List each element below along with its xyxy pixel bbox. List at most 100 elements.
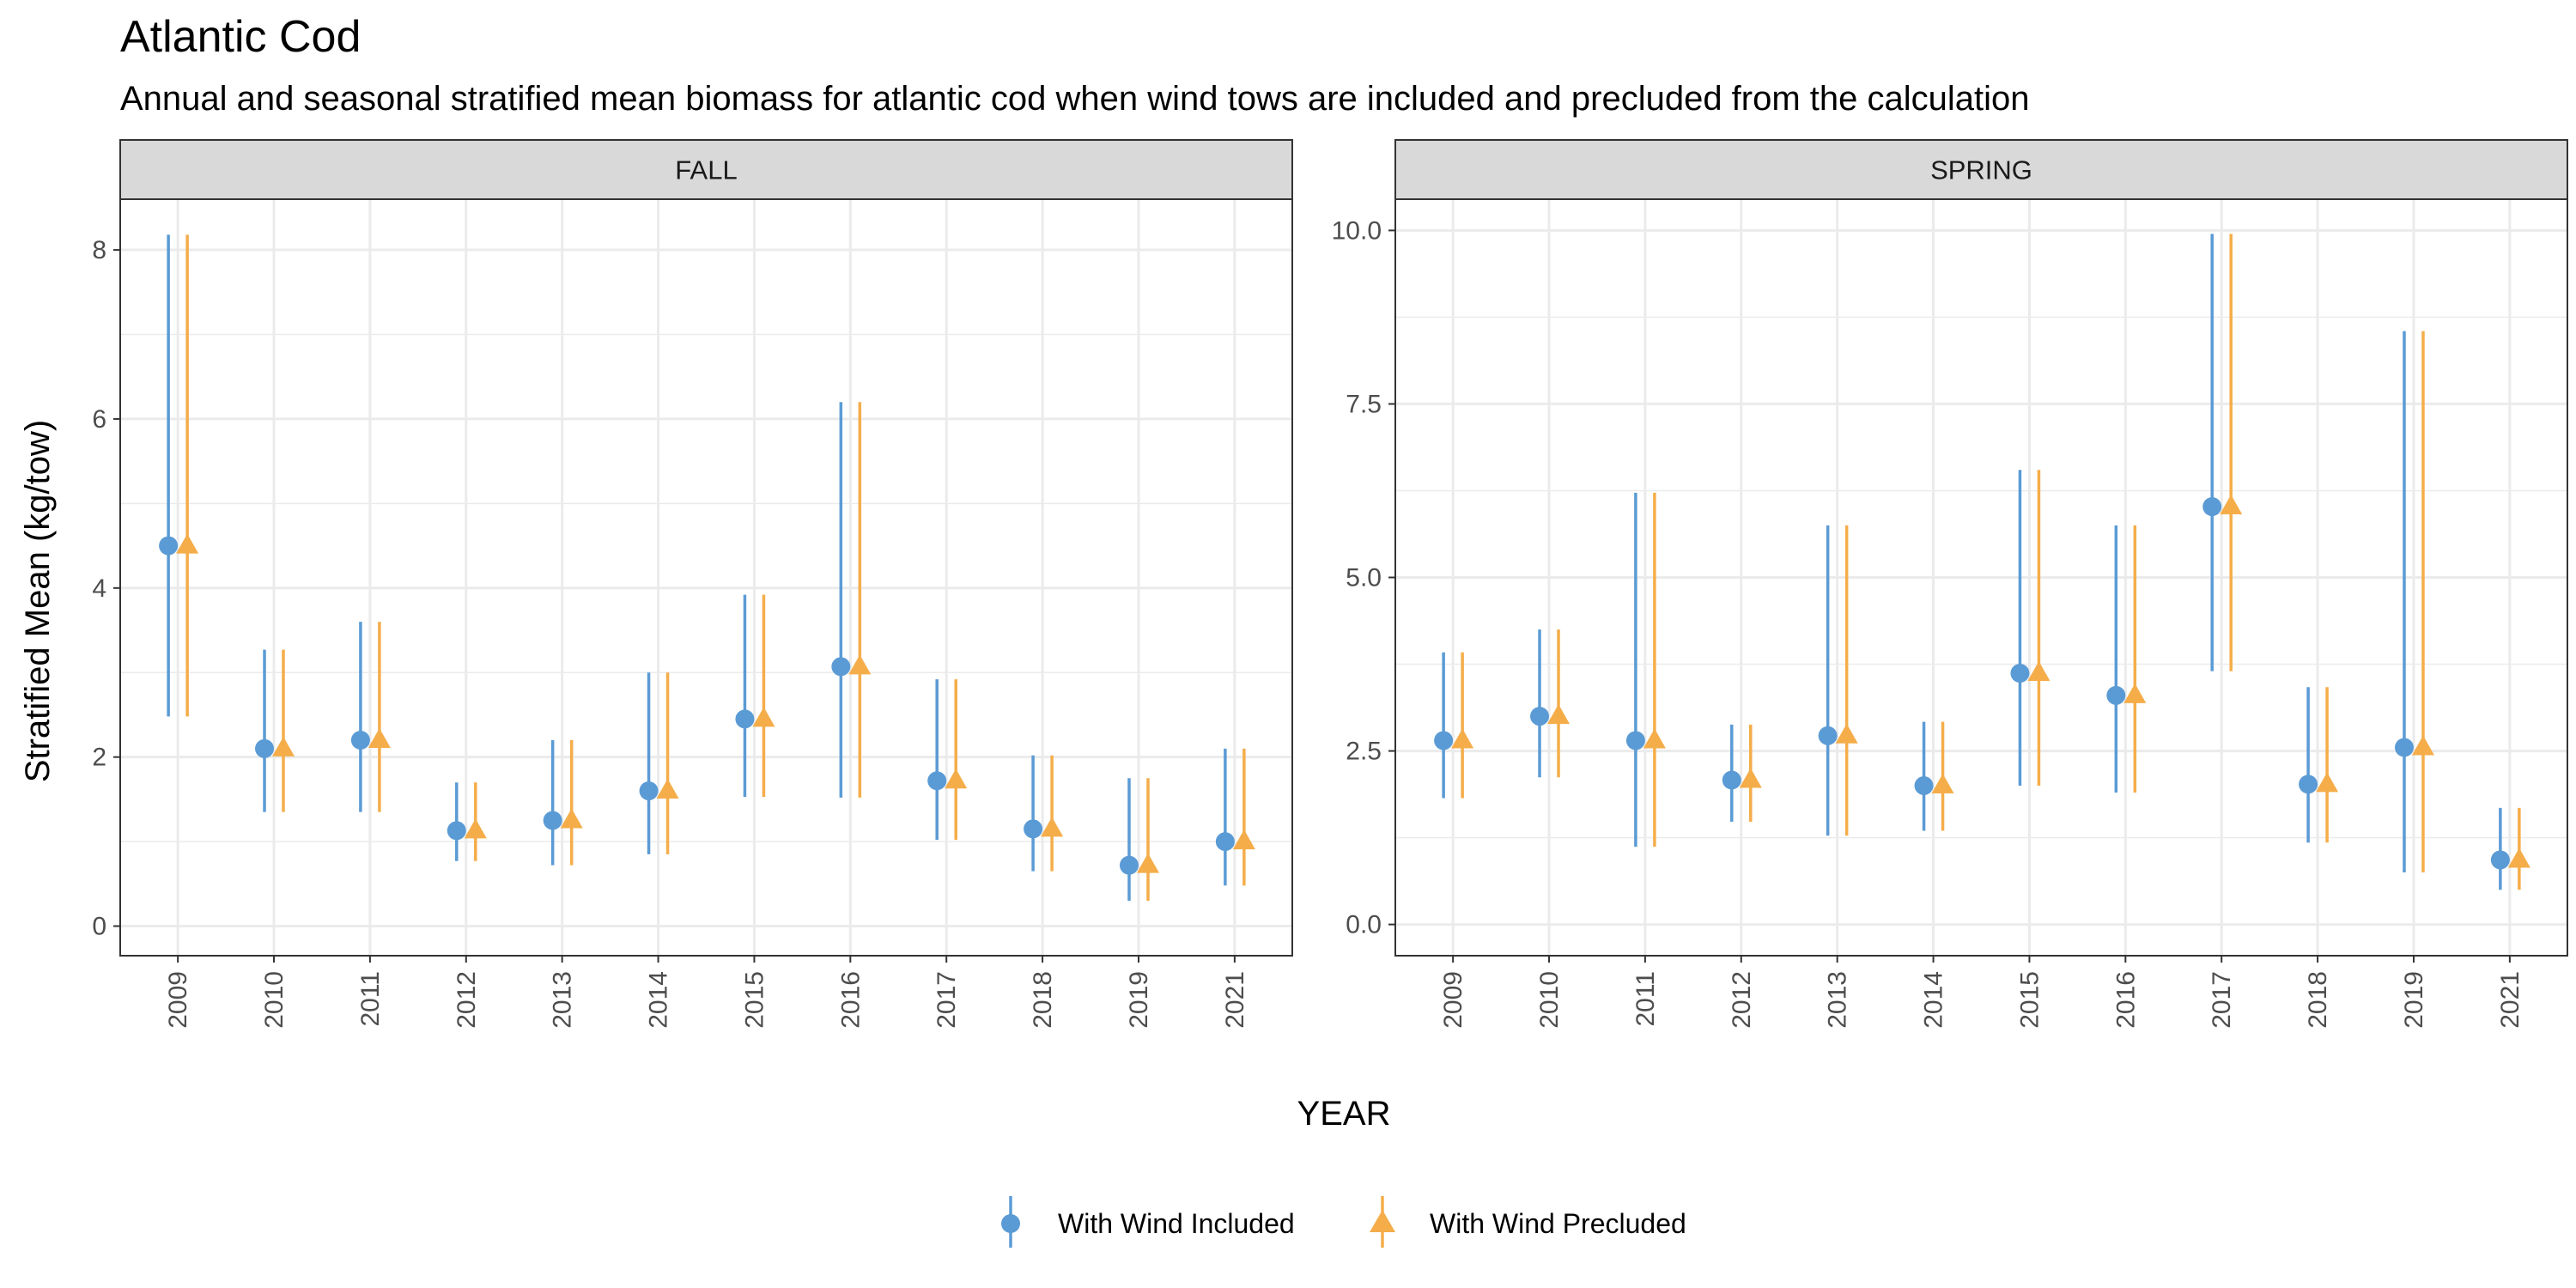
data-point	[1451, 728, 1474, 749]
data-point	[1547, 704, 1571, 725]
x-tick-label: 2018	[2304, 971, 2332, 1029]
panel-border	[1394, 198, 2568, 957]
series-wind-included	[159, 234, 1235, 902]
facet-strip-label: SPRING	[1930, 155, 2032, 185]
facet-strip-label: FALL	[675, 155, 737, 185]
data-point	[272, 736, 295, 756]
x-tick-label: 2010	[260, 971, 289, 1029]
legend-key-circle	[1001, 1214, 1020, 1233]
data-point	[639, 781, 659, 801]
x-axis-title: YEAR	[1297, 1095, 1391, 1133]
y-tick-label: 0.0	[1346, 911, 1382, 939]
facet-strip	[1394, 139, 2568, 200]
chart-subtitle: Annual and seasonal stratified mean biom…	[120, 80, 2030, 118]
data-point	[831, 657, 851, 677]
data-point	[656, 779, 679, 799]
data-point	[1119, 855, 1139, 875]
data-point	[464, 818, 487, 839]
facet-strip	[119, 139, 1293, 200]
data-point	[1739, 768, 1762, 788]
y-tick-label: 4	[92, 574, 106, 603]
data-point	[2507, 848, 2530, 868]
data-point	[2123, 683, 2147, 703]
y-tick-label: 0	[92, 913, 106, 941]
data-point	[1722, 770, 1741, 790]
x-tick-label: 2014	[645, 971, 673, 1029]
x-tick-label: 2009	[164, 971, 192, 1029]
data-point	[255, 738, 275, 758]
data-point	[848, 654, 872, 675]
data-point	[1625, 731, 1645, 750]
chart-title: Atlantic Cod	[120, 12, 361, 62]
x-tick-label: 2012	[1728, 971, 1756, 1029]
x-tick-label: 2017	[2208, 971, 2236, 1029]
x-tick-label: 2014	[1920, 971, 1948, 1029]
x-tick-label: 2009	[1439, 971, 1467, 1029]
series-wind-precluded	[176, 234, 1255, 902]
data-point	[2202, 497, 2222, 517]
x-tick-label: 2015	[2015, 971, 2044, 1029]
data-point	[1530, 707, 1550, 726]
data-point	[1434, 731, 1454, 750]
data-point	[1136, 853, 1159, 873]
y-tick-label: 8	[92, 236, 106, 264]
legend: With Wind Included With Wind Precluded	[1001, 1196, 1686, 1248]
x-tick-label: 2012	[453, 971, 481, 1029]
data-point	[1041, 817, 1064, 837]
x-tick-label: 2019	[1125, 971, 1153, 1029]
facet-fall: FALL 0 2 4 6 8 2009 2010 2011 2012 2013 2014 2015 201…	[92, 139, 1293, 1029]
facet-spring: SPRING 0.0 2.5 5.0 7.5 10.0 2009 2010 2011 2012 20…	[1332, 139, 2568, 1029]
data-point	[735, 709, 755, 729]
y-tick-label: 2.5	[1346, 738, 1382, 766]
x-tick-label: 2019	[2400, 971, 2428, 1029]
data-point	[1931, 773, 1954, 793]
legend-label: With Wind Included	[1058, 1208, 1295, 1239]
data-point	[2411, 735, 2434, 756]
legend-item-wind-precluded: With Wind Precluded	[1370, 1196, 1686, 1248]
x-tick-label: 2021	[2496, 971, 2524, 1029]
data-point	[1232, 829, 1255, 850]
y-tick-label: 7.5	[1346, 390, 1382, 418]
data-point	[159, 536, 179, 556]
data-point	[1835, 723, 1858, 744]
data-point	[2027, 661, 2050, 682]
x-tick-label: 2016	[836, 971, 865, 1029]
x-tick-label: 2015	[740, 971, 769, 1029]
data-point	[1215, 832, 1235, 852]
data-point	[2394, 738, 2414, 757]
data-point	[368, 727, 391, 748]
data-point	[2316, 772, 2339, 793]
y-tick-label: 5.0	[1346, 564, 1382, 592]
series-wind-included	[1434, 234, 2510, 890]
data-point	[543, 811, 562, 830]
facet-panels: FALL 0 2 4 6 8 2009 2010 2011 2012 2013 2014 2015 201…	[92, 139, 2568, 1029]
y-tick-label: 6	[92, 405, 106, 434]
data-point	[2010, 664, 2030, 683]
x-tick-label: 2021	[1221, 971, 1249, 1029]
x-tick-label: 2010	[1535, 971, 1564, 1029]
data-point	[2220, 495, 2243, 515]
x-tick-label: 2017	[933, 971, 961, 1029]
series-wind-precluded	[1451, 234, 2530, 890]
y-axis-title: Stratified Mean (kg/tow)	[19, 420, 57, 782]
x-tick-label: 2011	[356, 971, 385, 1027]
data-point	[945, 769, 968, 789]
x-tick-label: 2018	[1029, 971, 1057, 1029]
data-point	[2299, 775, 2318, 794]
data-point	[752, 707, 775, 727]
data-point	[1643, 728, 1666, 749]
y-tick-label: 10.0	[1332, 216, 1382, 245]
data-point	[2490, 850, 2510, 870]
legend-item-wind-included: With Wind Included	[1001, 1196, 1295, 1248]
data-point	[350, 730, 370, 750]
data-point	[1024, 819, 1043, 839]
data-point	[1818, 726, 1838, 745]
x-tick-label: 2011	[1631, 971, 1660, 1027]
data-point	[1914, 775, 1934, 795]
x-tick-label: 2016	[2111, 971, 2140, 1029]
panel-border	[119, 198, 1293, 957]
data-point	[447, 821, 466, 841]
y-tick-label: 2	[92, 744, 106, 772]
data-point	[560, 808, 583, 829]
